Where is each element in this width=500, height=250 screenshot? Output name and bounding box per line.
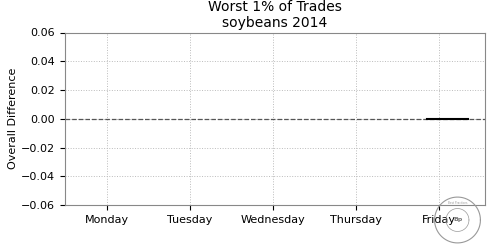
Title: Worst 1% of Trades
soybeans 2014: Worst 1% of Trades soybeans 2014 xyxy=(208,0,342,30)
Text: Bp: Bp xyxy=(453,218,462,222)
Y-axis label: Overall Difference: Overall Difference xyxy=(8,68,18,170)
Text: Best Practices: Best Practices xyxy=(448,201,467,205)
